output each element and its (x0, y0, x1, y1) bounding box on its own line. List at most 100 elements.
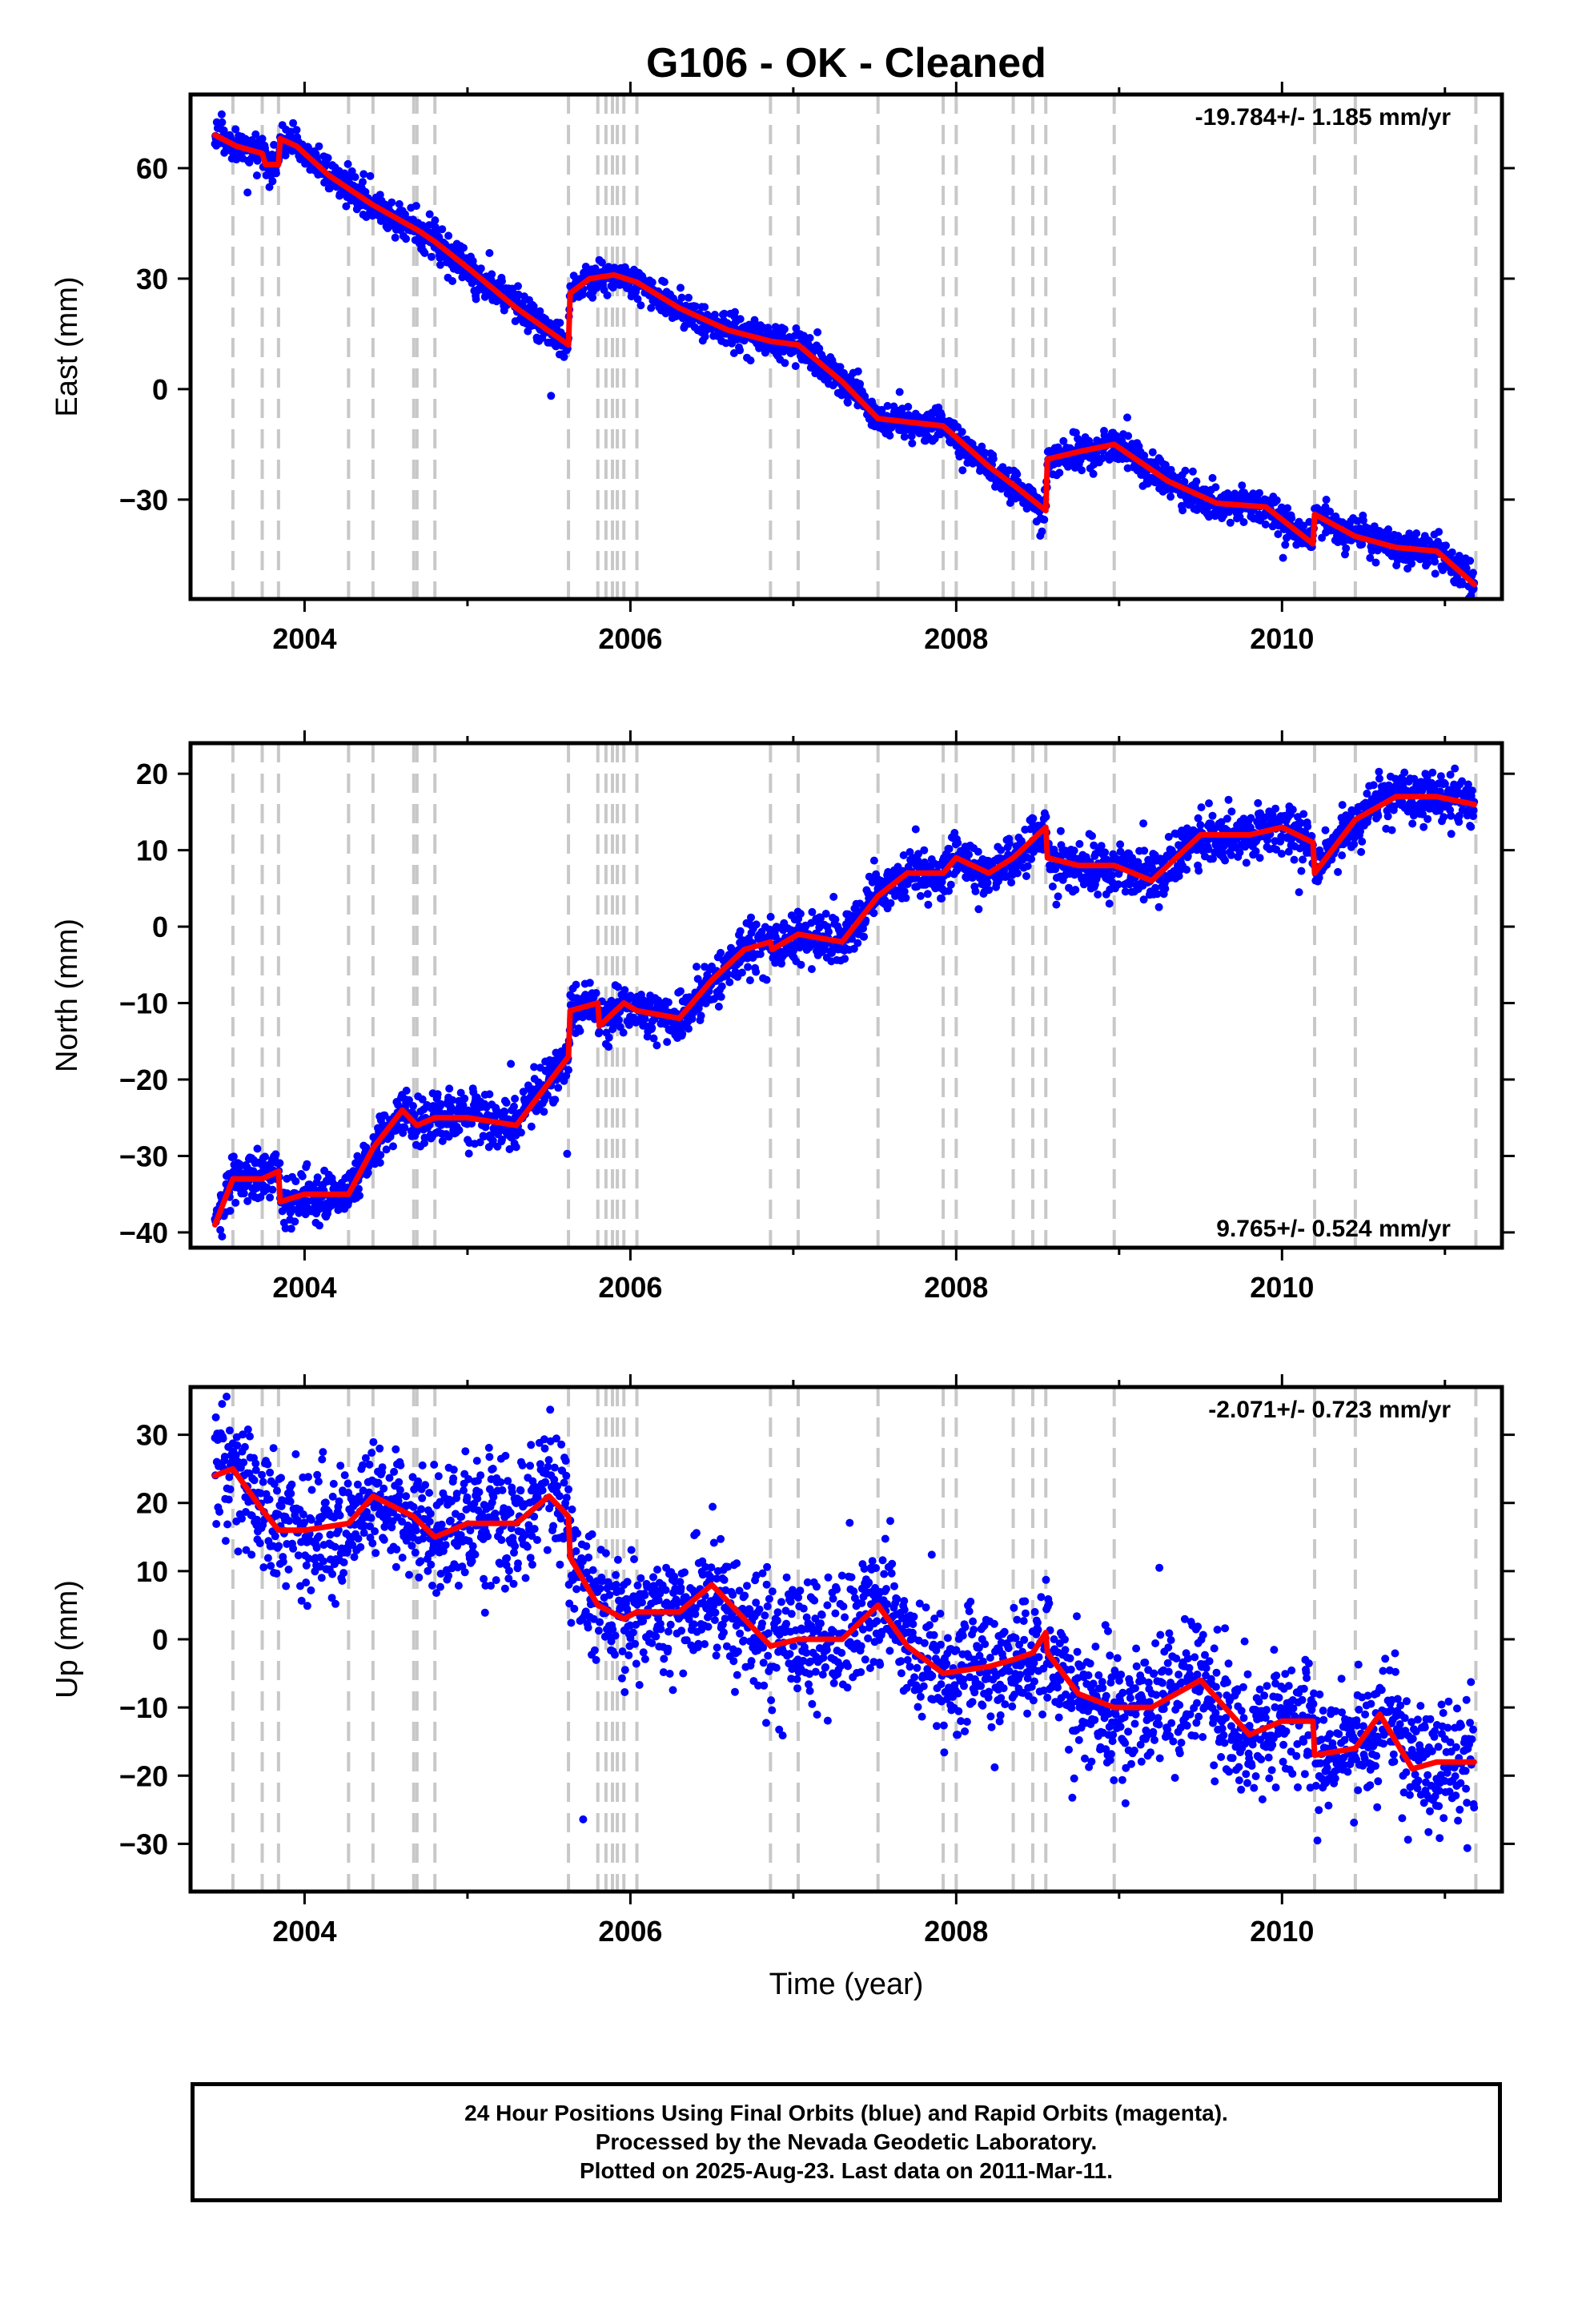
data-point (1363, 790, 1371, 798)
data-point (1287, 514, 1296, 522)
data-point (1288, 806, 1297, 814)
data-point (249, 1167, 258, 1176)
data-point (1223, 814, 1231, 823)
data-point (660, 278, 669, 287)
data-point (507, 1059, 516, 1068)
x-tick-label: 2008 (924, 622, 988, 655)
data-point (572, 980, 580, 989)
data-point (856, 380, 865, 388)
data-point (1027, 854, 1036, 863)
data-point (859, 924, 867, 933)
data-point (1052, 900, 1061, 909)
data-point (1054, 892, 1062, 901)
data-point (1469, 585, 1478, 593)
data-point (217, 110, 226, 119)
data-point (1105, 899, 1114, 908)
data-point (292, 126, 301, 135)
data-point (938, 878, 946, 887)
data-point (1070, 846, 1078, 855)
data-point (1247, 814, 1255, 822)
plot-frame (188, 92, 1504, 601)
data-point (1366, 553, 1375, 562)
data-point (796, 910, 805, 918)
data-point (1140, 846, 1149, 855)
y-tick-label: −30 (119, 484, 168, 517)
data-point (1412, 529, 1421, 537)
data-point (1299, 855, 1307, 864)
data-point (1297, 866, 1306, 875)
data-point (460, 243, 468, 252)
data-point (1423, 773, 1431, 782)
data-point (536, 307, 544, 316)
data-point (978, 442, 986, 451)
data-point (498, 277, 506, 286)
data-point (1124, 432, 1133, 440)
data-point (849, 944, 858, 953)
data-point (808, 907, 817, 916)
data-point (252, 171, 261, 180)
data-point (1140, 451, 1149, 460)
data-point (997, 846, 1006, 854)
data-point (714, 1003, 723, 1011)
data-point (1183, 852, 1192, 860)
data-point (736, 927, 745, 935)
data-point (418, 1095, 427, 1104)
data-point (737, 968, 746, 977)
data-point (1375, 767, 1383, 776)
data-point (387, 198, 396, 207)
data-point (640, 1015, 649, 1023)
data-point (1114, 880, 1122, 889)
data-point (375, 1158, 384, 1167)
data-point (1055, 468, 1064, 477)
data-point (648, 1023, 656, 1032)
data-point (861, 392, 869, 400)
data-point (382, 1145, 391, 1154)
data-point (1272, 496, 1281, 505)
data-point (1299, 521, 1308, 530)
y-tick-label: 30 (136, 263, 168, 296)
data-point (456, 1088, 465, 1097)
data-point (218, 118, 227, 127)
data-point (924, 900, 933, 909)
data-point (829, 892, 838, 901)
data-point (677, 293, 686, 302)
data-point (677, 283, 685, 292)
data-point (231, 1198, 240, 1207)
data-point (253, 1144, 262, 1153)
data-point (1196, 821, 1205, 830)
data-point (955, 452, 964, 461)
data-point (904, 403, 913, 411)
data-point (1261, 520, 1270, 529)
data-point (1277, 850, 1286, 858)
data-point (1178, 506, 1187, 515)
data-point (530, 1063, 539, 1072)
data-point (620, 986, 629, 995)
plot-background (191, 743, 1502, 1248)
data-point (1180, 477, 1189, 486)
data-point (1040, 515, 1049, 524)
data-point (701, 332, 709, 341)
data-point (841, 955, 849, 963)
data-point (1408, 819, 1417, 828)
data-point (744, 963, 753, 971)
data-point (1181, 466, 1190, 475)
data-point (965, 850, 974, 859)
data-point (229, 1152, 238, 1161)
data-point (409, 1102, 417, 1110)
data-point (500, 1108, 509, 1116)
data-point (1151, 883, 1160, 892)
data-point (391, 233, 400, 242)
data-point (464, 1149, 473, 1158)
data-point (1442, 541, 1450, 550)
data-point (762, 975, 771, 984)
data-point (1042, 813, 1050, 821)
data-point (485, 1090, 494, 1099)
data-point (1123, 413, 1131, 422)
data-point (853, 367, 862, 376)
x-tick-label: 2010 (1250, 622, 1314, 655)
data-point (971, 887, 980, 895)
plot-area (211, 94, 1479, 599)
data-point (938, 411, 946, 420)
data-point (899, 851, 908, 859)
data-point (724, 970, 733, 979)
